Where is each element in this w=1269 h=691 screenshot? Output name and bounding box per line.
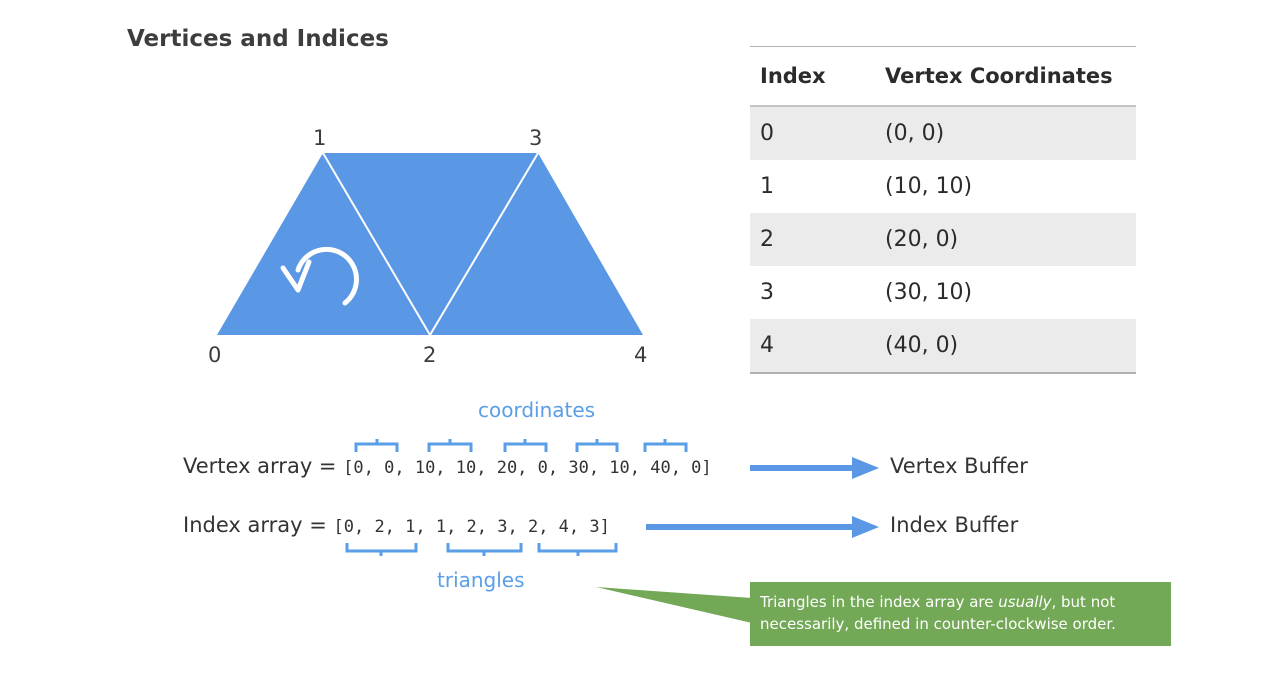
note-box: Triangles in the index array are usually…	[750, 582, 1171, 646]
vertex-label-0: 0	[208, 343, 221, 367]
vertex-label-1: 1	[313, 126, 326, 150]
vertex-table: Index Vertex Coordinates 0 (0, 0) 1 (10,…	[750, 46, 1136, 374]
coordinate-bracket	[575, 439, 619, 452]
table-row: 4 (40, 0)	[750, 319, 1136, 373]
coordinate-brackets	[354, 439, 688, 452]
index-array-prefix: Index array =	[183, 513, 334, 537]
note-text-before: Triangles in the index array are	[760, 593, 999, 611]
coordinates-label: coordinates	[478, 398, 596, 422]
vertex-label-4: 4	[634, 343, 647, 367]
cell-index: 2	[750, 213, 885, 266]
edge-2-3	[429, 152, 539, 336]
triangle-0-2-1	[217, 153, 430, 335]
note-text-after: , but not necessarily, defined in counte…	[760, 593, 1116, 633]
vertex-array-prefix: Vertex array =	[183, 454, 344, 478]
cell-coords: (40, 0)	[885, 319, 1136, 373]
arrow-to-index-buffer	[646, 516, 879, 538]
vertex-label-2: 2	[423, 343, 436, 367]
table-row: 0 (0, 0)	[750, 106, 1136, 160]
note-emphasis: usually	[998, 593, 1052, 611]
triangle-bracket	[446, 543, 523, 556]
page-title: Vertices and Indices	[127, 26, 389, 52]
cell-index: 1	[760, 174, 774, 199]
counter-clockwise-arrow-icon	[280, 246, 359, 306]
coordinate-bracket	[354, 439, 399, 452]
header-index: Index	[750, 46, 885, 107]
coordinate-bracket	[427, 439, 473, 452]
note-callout-pointer	[596, 587, 752, 623]
triangle-1-2-3	[323, 153, 538, 335]
table-row: 1 (10, 10)	[750, 160, 1136, 213]
cell-coords: (20, 0)	[885, 213, 1136, 266]
index-buffer-label: Index Buffer	[890, 513, 1019, 537]
vertex-label-3: 3	[529, 126, 542, 150]
cell-index: 0	[750, 106, 885, 160]
cell-coords: (0, 0)	[885, 106, 1136, 160]
triangle-brackets	[345, 543, 618, 556]
triangle-bracket	[345, 543, 418, 556]
coordinate-bracket	[503, 439, 548, 452]
triangles-label: triangles	[437, 568, 525, 592]
index-array-values: [0, 2, 1, 1, 2, 3, 2, 4, 3]	[333, 517, 610, 537]
index-array-line: Index array = [0, 2, 1, 1, 2, 3, 2, 4, 3…	[183, 513, 610, 537]
coordinate-bracket	[643, 439, 688, 452]
vertex-array-values: [0, 0, 10, 10, 20, 0, 30, 10, 40, 0]	[343, 458, 712, 478]
cell-index: 4	[750, 319, 885, 373]
table-row: 2 (20, 0)	[750, 213, 1136, 266]
cell-coords: (30, 10)	[885, 280, 973, 305]
vertex-array-line: Vertex array = [0, 0, 10, 10, 20, 0, 30,…	[183, 454, 712, 478]
triangle-bracket	[537, 543, 618, 556]
edge-1-2	[322, 152, 431, 336]
cell-coords: (10, 10)	[885, 174, 973, 199]
table-row: 3 (30, 10)	[750, 266, 1136, 319]
triangle-2-4-3	[430, 153, 643, 335]
vertex-buffer-label: Vertex Buffer	[890, 454, 1028, 478]
cell-index: 3	[760, 280, 774, 305]
table-header-row: Index Vertex Coordinates	[750, 46, 1136, 107]
arrow-to-vertex-buffer	[750, 457, 879, 479]
header-vertex-coordinates: Vertex Coordinates	[885, 46, 1136, 107]
